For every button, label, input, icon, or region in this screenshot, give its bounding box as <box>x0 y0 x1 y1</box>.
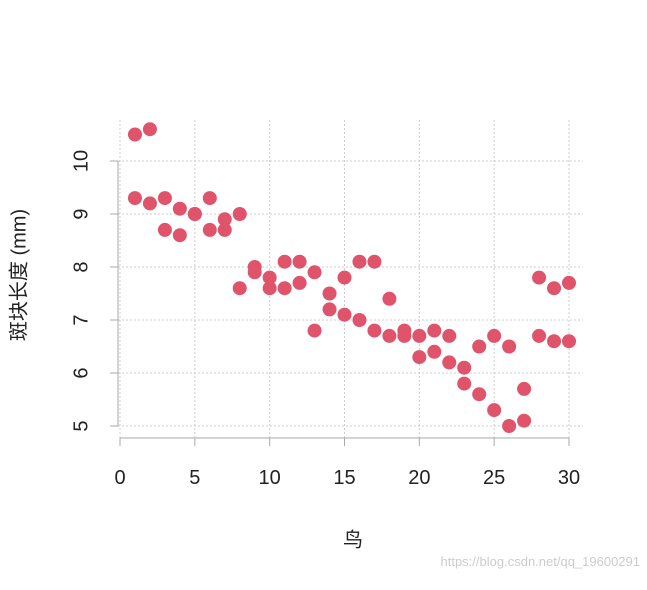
point <box>217 222 232 237</box>
x-tick-label: 20 <box>408 467 430 489</box>
point <box>322 286 337 301</box>
point <box>487 328 502 343</box>
point <box>232 281 247 296</box>
point <box>442 328 457 343</box>
y-tick-label: 9 <box>70 208 92 219</box>
point <box>427 323 442 338</box>
point <box>172 201 187 216</box>
point <box>127 127 142 142</box>
point <box>217 212 232 227</box>
point <box>457 376 472 391</box>
point <box>547 334 562 349</box>
point <box>292 254 307 269</box>
point <box>127 191 142 206</box>
y-tick-label: 10 <box>70 150 92 172</box>
point <box>322 302 337 317</box>
point <box>367 323 382 338</box>
point <box>172 228 187 243</box>
y-tick-label: 6 <box>70 367 92 378</box>
point <box>532 270 547 285</box>
point <box>247 265 262 280</box>
point <box>277 281 292 296</box>
point <box>442 355 457 370</box>
point <box>502 339 517 354</box>
point <box>142 122 157 137</box>
point <box>337 270 352 285</box>
point <box>202 191 217 206</box>
x-tick-label: 25 <box>483 467 505 489</box>
y-tick-label: 8 <box>70 261 92 272</box>
point <box>307 323 322 338</box>
point <box>487 403 502 418</box>
point <box>427 344 442 359</box>
point <box>382 328 397 343</box>
x-tick-label: 0 <box>114 467 125 489</box>
point <box>517 381 532 396</box>
point <box>517 413 532 428</box>
point <box>157 191 172 206</box>
x-tick-label: 5 <box>189 467 200 489</box>
point <box>142 196 157 211</box>
point <box>157 222 172 237</box>
point <box>502 419 517 433</box>
point <box>457 360 472 375</box>
x-tick-label: 30 <box>558 467 580 489</box>
point <box>547 281 562 296</box>
point <box>352 254 367 269</box>
point <box>532 328 547 343</box>
point <box>292 275 307 290</box>
point <box>412 350 427 365</box>
y-axis-label: 斑块长度 (mm) <box>7 209 30 341</box>
y-tick-label: 7 <box>70 314 92 325</box>
point <box>397 328 412 343</box>
x-axis-label: 鸟 <box>343 528 363 551</box>
point <box>202 222 217 237</box>
point <box>412 328 427 343</box>
point <box>307 265 322 280</box>
point <box>337 307 352 322</box>
point <box>472 387 487 402</box>
point <box>562 334 576 349</box>
x-tick-label: 10 <box>259 467 281 489</box>
point <box>472 339 487 354</box>
point <box>367 254 382 269</box>
point <box>562 275 576 290</box>
point <box>187 207 202 221</box>
point <box>232 207 247 221</box>
y-tick-label: 5 <box>70 420 92 431</box>
watermark: https://blog.csdn.net/qq_19600291 <box>441 554 641 569</box>
point <box>382 291 397 306</box>
point <box>277 254 292 269</box>
point <box>262 270 277 285</box>
x-tick-label: 15 <box>333 467 355 489</box>
point <box>262 281 277 296</box>
point <box>352 313 367 327</box>
